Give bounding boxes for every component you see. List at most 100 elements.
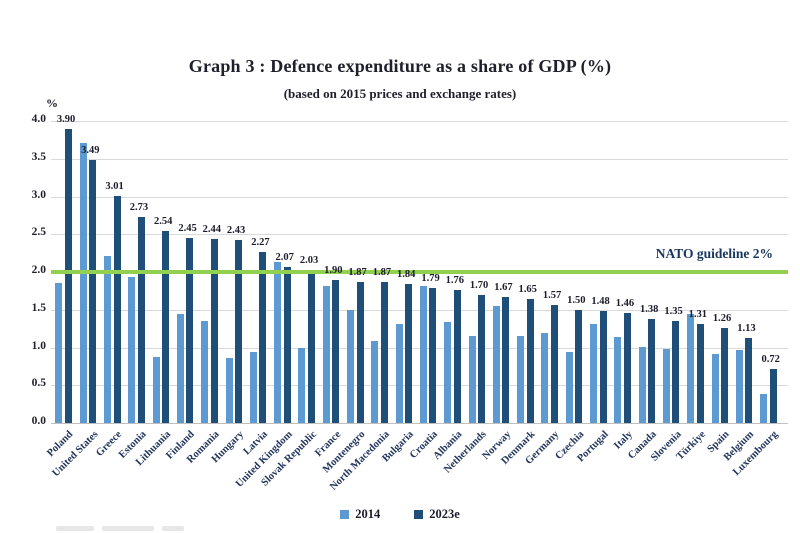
bar-2014-portugal bbox=[590, 324, 597, 423]
value-label-denmark: 1.65 bbox=[518, 283, 537, 295]
cropped-footnote-fragment bbox=[162, 526, 184, 531]
bar-2014-netherlands bbox=[468, 336, 476, 423]
bar-2023e-finland bbox=[186, 238, 194, 423]
bar-2014-greece bbox=[104, 255, 111, 423]
gridline bbox=[51, 196, 788, 198]
legend-item-2014: 2014 bbox=[340, 507, 380, 522]
bar-2014-romania bbox=[201, 321, 209, 423]
bar-2023e-italy bbox=[623, 312, 631, 423]
value-label-croatia: 1.79 bbox=[421, 272, 440, 284]
bar-2014-hungary bbox=[225, 358, 233, 423]
bar-2023e-denmark bbox=[526, 298, 534, 423]
value-label-greece: 3.01 bbox=[105, 180, 124, 192]
bar-2023e-montenegro bbox=[356, 281, 364, 423]
bar-2014-estonia bbox=[128, 277, 136, 423]
bar-2014-luxembourg bbox=[760, 394, 768, 423]
value-label-finland: 2.45 bbox=[178, 223, 197, 235]
bar-2014-finland bbox=[176, 313, 184, 423]
value-label-poland: 3.90 bbox=[56, 113, 76, 125]
value-label-germany: 1.57 bbox=[542, 289, 562, 301]
bar-2014-germany bbox=[541, 333, 549, 423]
value-label-czechia: 1.50 bbox=[567, 294, 586, 306]
value-label-norway: 1.67 bbox=[494, 281, 513, 293]
bar-2023e-estonia bbox=[137, 217, 145, 423]
bar-2023e-norway bbox=[502, 296, 510, 423]
legend-label-2014: 2014 bbox=[355, 507, 381, 521]
legend-item-2023e: 2023e bbox=[414, 507, 460, 522]
bar-2023e-bulgaria bbox=[405, 284, 413, 423]
bar-2014-montenegro bbox=[347, 309, 354, 423]
bar-2014-italy bbox=[614, 336, 622, 423]
bar-2023e-belgium bbox=[745, 337, 753, 423]
value-label-italy: 1.46 bbox=[615, 297, 635, 309]
bar-2023e-hungary bbox=[235, 239, 242, 423]
bar-2023e-slovak-republic bbox=[307, 269, 315, 423]
bar-2014-lithuania bbox=[152, 356, 160, 423]
nato-guideline-label: NATO guideline 2% bbox=[655, 246, 773, 261]
bar-2023e-spain bbox=[721, 327, 728, 423]
bar-2014-denmark bbox=[517, 336, 525, 423]
bar-2014-t-rkiye bbox=[687, 313, 695, 423]
legend-swatch-2014 bbox=[340, 510, 350, 519]
bar-2014-norway bbox=[492, 306, 500, 423]
chart-title: Graph 3 : Defence expenditure as a share… bbox=[188, 56, 612, 76]
bar-2023e-united-states bbox=[89, 159, 97, 423]
bar-2014-bulgaria bbox=[395, 324, 403, 423]
bar-2014-poland bbox=[55, 283, 63, 423]
cropped-footnote-fragment bbox=[56, 526, 94, 531]
bar-2023e-netherlands bbox=[478, 294, 485, 423]
value-label-albania: 1.76 bbox=[445, 275, 464, 287]
y-tick-label: 0.0 bbox=[31, 415, 46, 427]
bar-2014-croatia bbox=[419, 285, 427, 423]
chart-subtitle: (based on 2015 prices and exchange rates… bbox=[283, 86, 517, 101]
bar-2023e-greece bbox=[113, 195, 121, 423]
value-label-canada: 1.38 bbox=[640, 303, 659, 315]
value-label-latvia: 2.27 bbox=[251, 236, 270, 248]
x-axis-line bbox=[51, 423, 788, 424]
y-tick-label: 2.0 bbox=[31, 264, 46, 277]
value-label-united-kingdom: 2.07 bbox=[275, 251, 294, 263]
y-tick-label: 3.0 bbox=[31, 188, 46, 201]
bar-2023e-canada bbox=[648, 318, 656, 423]
bar-2023e-germany bbox=[550, 304, 558, 423]
bar-2014-czechia bbox=[565, 352, 573, 423]
bar-2014-spain bbox=[711, 353, 719, 423]
bar-2023e-north-macedonia bbox=[380, 281, 388, 423]
bar-2014-slovenia bbox=[662, 349, 670, 423]
gridline bbox=[51, 158, 788, 160]
value-label-bulgaria: 1.84 bbox=[397, 269, 416, 281]
value-label-estonia: 2.73 bbox=[129, 202, 149, 214]
y-tick-label: 0.5 bbox=[31, 377, 46, 390]
y-axis-unit-label: % bbox=[46, 96, 58, 110]
bar-2023e-t-rkiye bbox=[696, 324, 704, 423]
bar-2014-united-states bbox=[79, 143, 87, 423]
value-label-spain: 1.26 bbox=[712, 312, 732, 324]
bar-2023e-portugal bbox=[599, 311, 607, 423]
nato-guideline-line bbox=[51, 270, 788, 275]
bar-2023e-romania bbox=[210, 238, 218, 423]
bar-2014-france bbox=[322, 285, 330, 423]
gridline bbox=[51, 234, 788, 236]
gridline bbox=[51, 309, 788, 311]
bar-2014-slovak-republic bbox=[298, 348, 306, 423]
value-label-france: 1.90 bbox=[324, 264, 343, 276]
value-label-luxembourg: 0.72 bbox=[761, 353, 780, 365]
bar-2023e-france bbox=[332, 279, 340, 423]
legend-label-2023e: 2023e bbox=[429, 507, 460, 521]
value-label-montenegro: 1.87 bbox=[348, 266, 367, 278]
value-label-portugal: 1.48 bbox=[591, 296, 610, 308]
cropped-footnote-fragment bbox=[102, 526, 154, 531]
bar-2014-belgium bbox=[735, 349, 743, 423]
bar-2014-north-macedonia bbox=[371, 340, 379, 423]
bar-2023e-lithuania bbox=[162, 231, 170, 423]
bar-2014-united-kingdom bbox=[274, 261, 282, 423]
value-label-north-macedonia: 1.87 bbox=[372, 266, 392, 278]
value-label-belgium: 1.13 bbox=[737, 322, 756, 334]
value-label-netherlands: 1.70 bbox=[469, 279, 489, 291]
bar-2023e-albania bbox=[453, 290, 461, 423]
bar-2023e-czechia bbox=[575, 309, 583, 423]
chart-legend: 2014 2023e bbox=[0, 507, 800, 522]
value-label-romania: 2.44 bbox=[202, 223, 221, 235]
y-tick-label: 2.5 bbox=[31, 226, 46, 239]
